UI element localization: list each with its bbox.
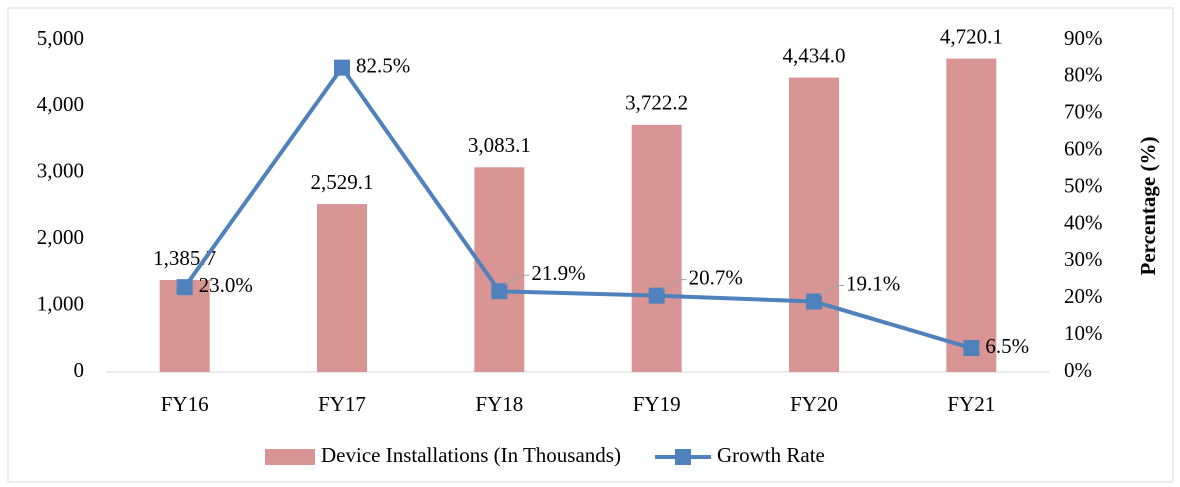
x-tick-label: FY17	[318, 392, 366, 416]
line-marker	[806, 293, 822, 310]
y2-axis-label: Percentage (%)	[1136, 137, 1160, 276]
y2-tick-label: 20%	[1064, 284, 1103, 308]
x-tick-label: FY21	[947, 392, 995, 416]
legend-marker	[674, 449, 691, 465]
bar	[946, 58, 997, 373]
y2-tick-label: 60%	[1064, 136, 1103, 160]
line-marker	[176, 279, 193, 296]
legend-label: Growth Rate	[717, 443, 825, 467]
line-marker	[963, 340, 980, 357]
y-tick-label: 5,000	[37, 26, 84, 50]
y-tick-label: 4,000	[37, 92, 84, 116]
chart-border	[7, 7, 1174, 483]
y2-tick-label: 40%	[1064, 210, 1103, 234]
x-tick-label: FY16	[161, 392, 209, 416]
y2-tick-label: 30%	[1064, 247, 1103, 271]
bar	[631, 124, 682, 372]
y2-tick-label: 50%	[1064, 173, 1103, 197]
y2-tick-label: 0%	[1064, 358, 1092, 382]
leader-line	[505, 274, 530, 286]
y-tick-label: 0	[74, 358, 85, 382]
bar-value-label: 3,722.2	[625, 91, 688, 115]
leader-line	[819, 285, 844, 296]
line-value-label: 6.5%	[985, 334, 1029, 358]
bar-value-label: 4,434.0	[783, 43, 846, 67]
bar-value-label: 3,083.1	[468, 133, 531, 157]
y-tick-label: 1,000	[37, 291, 84, 315]
bar-value-label: 4,720.1	[940, 24, 1003, 48]
line-value-label: 82.5%	[356, 53, 410, 77]
line-value-label: 19.1%	[846, 271, 900, 295]
line-value-label: 21.9%	[531, 261, 585, 285]
bar-value-label: 2,529.1	[311, 170, 374, 194]
y2-tick-label: 10%	[1064, 321, 1103, 345]
line-value-label: 23.0%	[199, 273, 253, 297]
bar	[159, 279, 210, 372]
x-tick-label: FY20	[790, 392, 838, 416]
y2-tick-label: 90%	[1064, 26, 1103, 50]
line	[183, 64, 972, 350]
line-marker	[491, 283, 508, 300]
y2-tick-label: 70%	[1064, 100, 1103, 124]
line-marker	[648, 287, 665, 304]
line-value-label: 20.7%	[689, 265, 743, 289]
y-tick-label: 3,000	[37, 159, 84, 183]
x-tick-label: FY19	[633, 392, 681, 416]
bar	[317, 204, 367, 372]
legend-swatch	[265, 449, 315, 465]
y-tick-label: 2,000	[37, 225, 84, 249]
x-tick-label: FY18	[475, 392, 523, 416]
line-marker	[334, 59, 350, 76]
leader-line	[662, 279, 687, 291]
y2-tick-label: 80%	[1064, 63, 1103, 87]
bar	[789, 77, 839, 372]
legend-label: Device Installations (In Thousands)	[321, 443, 621, 467]
